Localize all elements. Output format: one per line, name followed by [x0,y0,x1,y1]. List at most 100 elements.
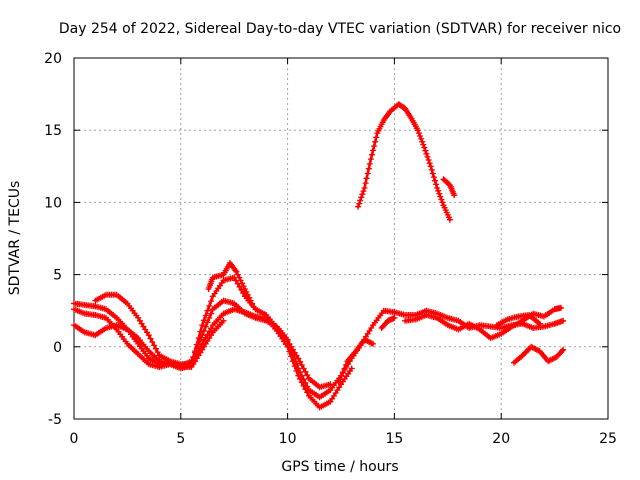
data-point [432,177,438,184]
data-point [560,317,567,324]
data-point [206,314,213,321]
data-point [195,335,202,342]
data-point [369,151,375,158]
data-point [147,335,154,342]
data-point [428,166,435,173]
data-point [437,193,444,200]
data-point [422,147,429,154]
data-point [240,290,247,297]
data-point [152,345,159,352]
data-point [559,347,566,354]
data-point [295,372,302,379]
data-series-track-10 [511,343,567,366]
data-point [337,376,344,383]
data-point [300,382,307,389]
data-series-track-11 [335,336,376,386]
y-tick-label: 0 [53,340,62,356]
data-point [446,216,453,223]
data-point [425,157,432,163]
data-point [236,283,243,290]
data-point [208,325,215,332]
y-tick-label: 20 [44,51,62,67]
y-tick-label: 15 [44,123,62,139]
data-series-track-8 [402,304,564,342]
data-point [204,331,211,338]
data-point [149,339,156,345]
data-point [414,127,421,134]
data-point [358,194,365,201]
data-point [238,287,245,293]
data-point [208,310,215,317]
data-point [300,365,307,372]
data-point [348,365,355,372]
data-series-track-9 [493,312,543,329]
data-point [343,361,349,368]
data-point [204,307,211,314]
data-point [295,355,302,362]
data-point [558,304,564,311]
data-point [436,190,443,197]
data-point [304,372,311,379]
data-point [341,365,348,372]
data-point [298,362,305,369]
data-point [429,170,436,177]
data-point [416,130,422,137]
data-series [71,101,567,411]
data-point [327,381,334,388]
data-point [197,328,204,335]
data-point [451,192,458,199]
data-point [427,163,434,170]
x-tick-label: 0 [70,431,79,447]
data-point [362,180,369,187]
data-point [359,191,366,198]
data-point [364,170,371,177]
data-point [145,332,152,339]
data-point [426,160,433,167]
data-point [250,303,257,310]
data-point [373,134,380,141]
data-point [355,203,362,210]
data-point [297,376,304,382]
x-tick-label: 10 [279,431,297,447]
data-point [298,379,305,386]
y-tick-label: 10 [44,195,62,211]
data-point [391,314,398,321]
data-point [206,302,213,309]
data-point [208,298,215,305]
data-point [367,156,374,163]
data-point [419,138,426,145]
data-point [370,147,376,154]
data-point [371,143,378,150]
data-point [372,138,379,145]
data-point [433,181,440,188]
data-point [439,199,446,206]
data-point [434,185,441,191]
data-point [188,361,195,368]
y-tick-label: -5 [48,412,62,428]
data-point [356,200,363,207]
data-point [304,389,311,396]
data-point [335,379,342,386]
data-series-track-12 [378,314,398,331]
x-tick-label: 25 [599,431,617,447]
data-point [357,197,364,204]
data-point [302,368,309,375]
data-point [421,144,428,151]
chart-title: Day 254 of 2022, Sidereal Day-to-day VTE… [59,21,621,37]
data-point [536,320,543,327]
data-point [202,323,209,330]
data-point [206,328,213,335]
grid-lines [74,58,608,419]
data-point [418,135,425,142]
data-point [420,141,427,148]
data-series-track-5 [205,260,257,310]
data-point [220,317,227,324]
axis-ticks: 0 5 10 15 20 25 -5 0 5 10 15 20 [44,51,617,447]
data-point [190,354,197,361]
data-point [424,153,431,160]
data-point [200,317,207,324]
y-tick-label: 5 [53,268,62,284]
data-point [366,160,373,167]
y-axis-label: SDTVAR / TECUs [7,181,23,296]
data-point [286,348,293,355]
